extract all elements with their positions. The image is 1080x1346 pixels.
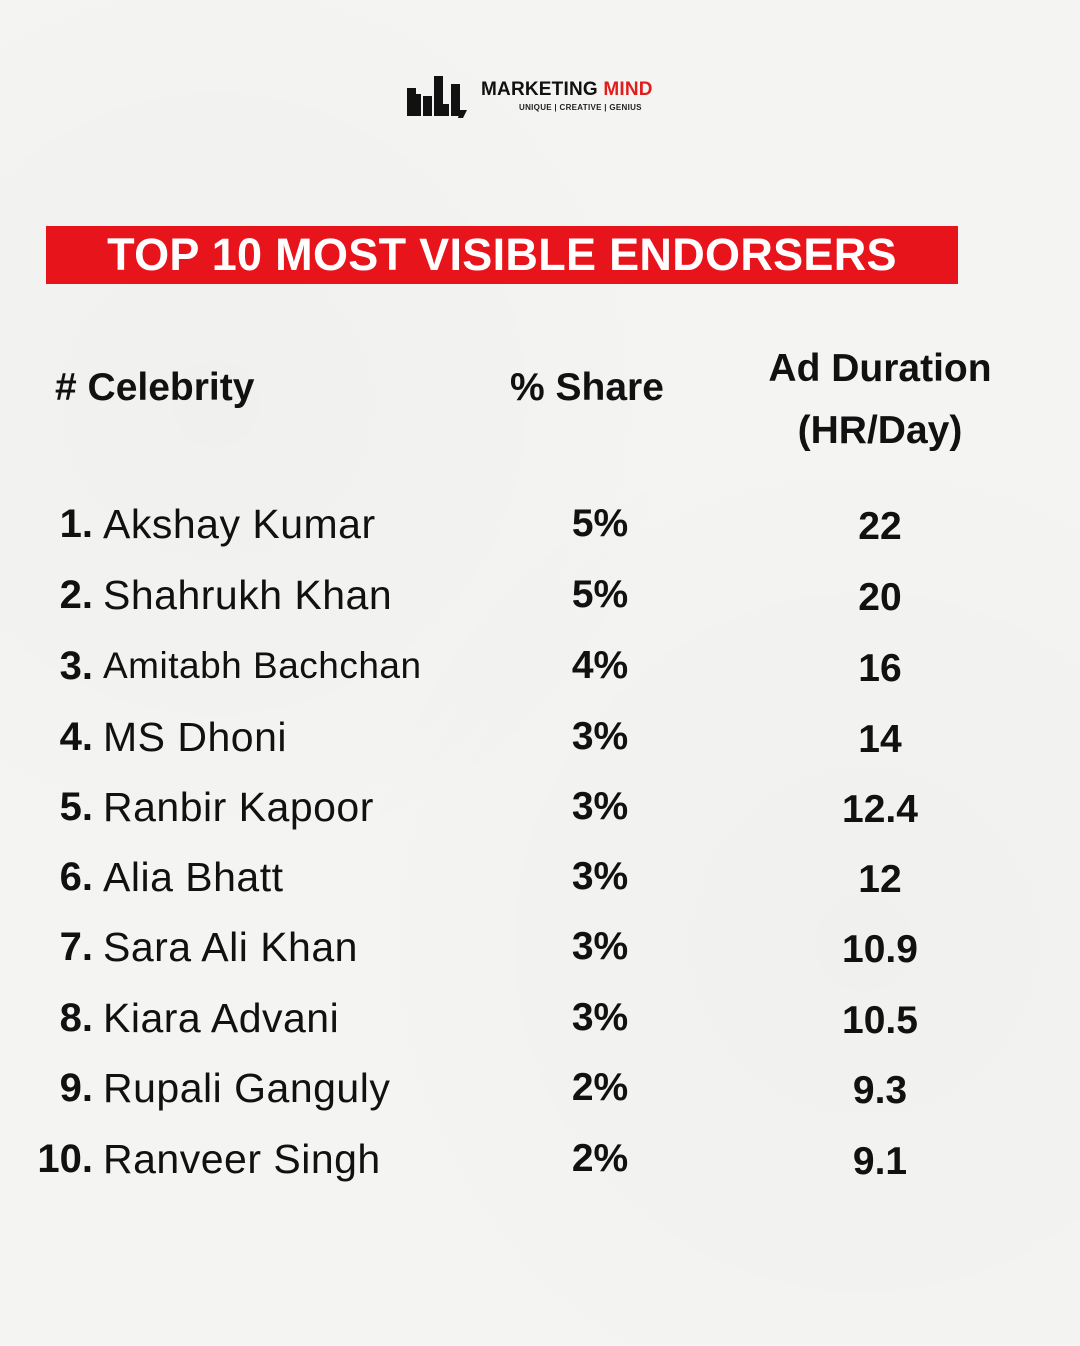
page-title: TOP 10 MOST VISIBLE ENDORSERS: [46, 226, 958, 284]
celebrity-cell: Amitabh Bachchan: [103, 645, 422, 686]
rank-cell: 9.: [59, 1066, 93, 1110]
table-row: 5. Ranbir Kapoor 3% 12.4: [0, 777, 1080, 837]
table-row: 2. Shahrukh Khan 5% 20: [0, 565, 1080, 625]
brand-name-part1: MARKETING: [481, 79, 598, 100]
duration-cell: 9.1: [852, 1140, 908, 1183]
header-duration-line1: Ad Duration: [768, 347, 992, 390]
table-row: 9. Rupali Ganguly 2% 9.3: [0, 1058, 1080, 1118]
celebrity-cell: Ranbir Kapoor: [103, 784, 374, 830]
rank-cell: 4.: [59, 715, 93, 759]
rank-cell: 6.: [59, 855, 93, 899]
share-cell: 3%: [571, 855, 629, 898]
table-row: 4. MS Dhoni 3% 14: [0, 707, 1080, 767]
rank-cell: 3.: [59, 644, 93, 688]
header-duration: Ad Duration (HR/Day): [740, 338, 1020, 463]
header-celebrity: # Celebrity: [55, 366, 255, 409]
share-cell: 5%: [571, 573, 629, 616]
celebrity-cell: Shahrukh Khan: [103, 572, 393, 618]
duration-cell: 12.4: [842, 788, 918, 831]
duration-cell: 16: [858, 647, 902, 690]
duration-cell: 10.9: [842, 928, 918, 971]
rank-cell: 7.: [59, 925, 93, 969]
duration-cell: 12: [858, 858, 902, 901]
celebrity-cell: Sara Ali Khan: [103, 924, 358, 970]
rank-cell: 10.: [37, 1137, 93, 1181]
brand-name: MARKETING MIND: [481, 80, 653, 99]
celebrity-cell: Ranveer Singh: [103, 1136, 381, 1182]
share-cell: 2%: [571, 1066, 629, 1109]
table-row: 8. Kiara Advani 3% 10.5: [0, 988, 1080, 1048]
table-row: 1. Akshay Kumar 5% 22: [0, 494, 1080, 554]
share-cell: 2%: [571, 1137, 629, 1180]
celebrity-cell: Kiara Advani: [103, 995, 340, 1041]
celebrity-cell: MS Dhoni: [103, 714, 288, 760]
brand-logo: MARKETING MIND UNIQUE | CREATIVE | GENIU…: [405, 74, 653, 118]
celebrity-cell: Alia Bhatt: [103, 854, 284, 900]
duration-cell: 9.3: [852, 1069, 908, 1112]
bar-chart-logo-icon: [407, 76, 467, 118]
share-cell: 3%: [571, 925, 629, 968]
rank-cell: 1.: [59, 502, 93, 546]
celebrity-cell: Akshay Kumar: [103, 501, 376, 547]
share-cell: 3%: [571, 996, 629, 1039]
duration-cell: 20: [858, 576, 902, 619]
rank-cell: 5.: [59, 785, 93, 829]
duration-cell: 22: [858, 505, 902, 548]
brand-text: MARKETING MIND UNIQUE | CREATIVE | GENIU…: [481, 80, 653, 112]
share-cell: 4%: [571, 644, 629, 687]
brand-name-part2: MIND: [603, 79, 653, 100]
brand-tagline: UNIQUE | CREATIVE | GENIUS: [519, 103, 642, 112]
header-share: % Share: [510, 366, 664, 409]
header-duration-line2: (HR/Day): [797, 409, 963, 453]
table-row: 6. Alia Bhatt 3% 12: [0, 847, 1080, 907]
rank-cell: 8.: [59, 996, 93, 1040]
share-cell: 3%: [571, 785, 629, 828]
share-cell: 5%: [571, 502, 629, 545]
duration-cell: 10.5: [842, 999, 918, 1042]
celebrity-cell: Rupali Ganguly: [103, 1065, 391, 1111]
share-cell: 3%: [571, 715, 629, 758]
table-row: 3. Amitabh Bachchan 4% 16: [0, 636, 1080, 696]
duration-cell: 14: [858, 718, 902, 761]
table-row: 7. Sara Ali Khan 3% 10.9: [0, 917, 1080, 977]
table-row: 10. Ranveer Singh 2% 9.1: [0, 1129, 1080, 1189]
rank-cell: 2.: [59, 573, 93, 617]
